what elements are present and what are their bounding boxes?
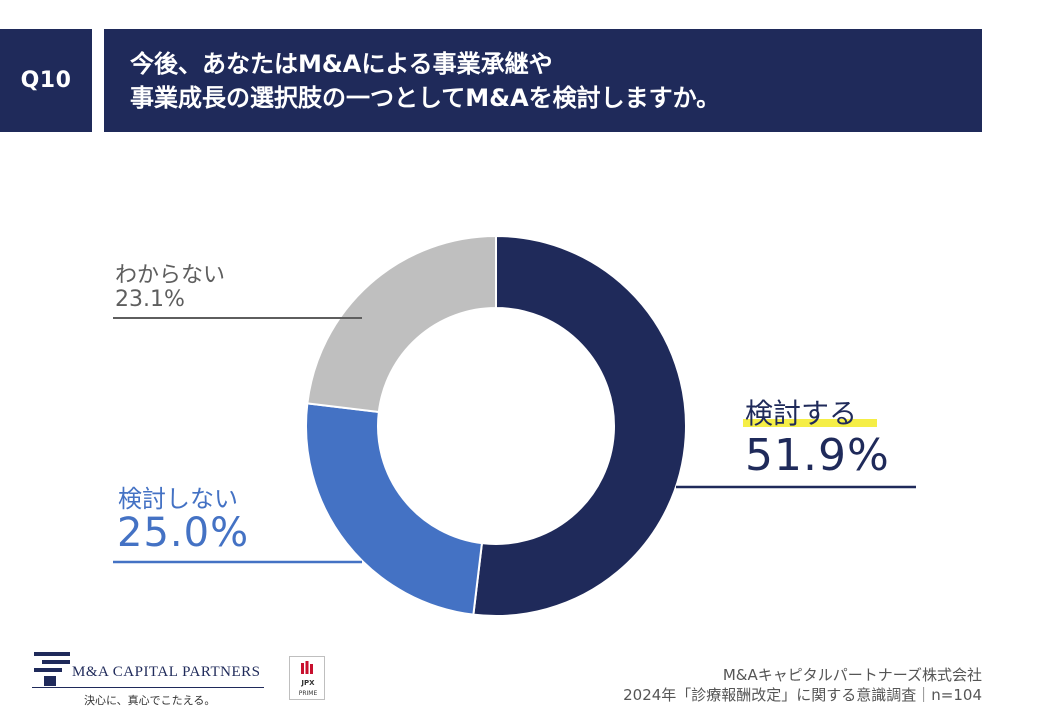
question-title-box: 今後、あなたはM&Aによる事業承継や 事業成長の選択肢の一つとしてM&Aを検討し… — [104, 29, 982, 132]
question-title-line-2: 事業成長の選択肢の一つとしてM&Aを検討しますか。 — [130, 83, 721, 112]
jpx-prime-badge: JPX PRIME — [289, 656, 325, 700]
label-highlight-marker — [743, 419, 877, 427]
credit-survey: 2024年「診療報酬改定」に関する意識調査｜n=104 — [623, 686, 982, 704]
question-number: Q10 — [20, 68, 72, 93]
donut-slice-kentoushinai — [305, 402, 484, 616]
donut-slice-kentousuru — [472, 234, 687, 617]
logo-divider — [32, 687, 264, 688]
company-logo-name: M&A CAPITAL PARTNERS — [72, 664, 261, 680]
donut-slices — [305, 234, 687, 617]
slice-value-wakaranai: 23.1% — [115, 287, 185, 312]
credit-company: M&Aキャピタルパートナーズ株式会社 — [722, 666, 982, 684]
question-number-badge: Q10 — [0, 29, 92, 132]
company-logo-mark — [34, 652, 70, 686]
company-tagline: 決心に、真心でこたえる。 — [84, 694, 216, 707]
donut-slice-wakaranai — [306, 234, 497, 414]
slice-label-kentoushinai: 検討しない — [118, 485, 238, 513]
slice-value-kentoushinai: 25.0% — [117, 510, 250, 556]
slice-value-kentousuru: 51.9% — [745, 430, 890, 481]
question-title-line-1: 今後、あなたはM&Aによる事業承継や — [130, 49, 553, 78]
slice-label-wakaranai: わからない — [115, 263, 226, 288]
jpx-mark-icon — [301, 661, 313, 674]
prime-label: PRIME — [298, 690, 318, 697]
jpx-label: JPX — [301, 679, 315, 687]
slice-label-kentousuru: 検討する — [745, 397, 858, 430]
